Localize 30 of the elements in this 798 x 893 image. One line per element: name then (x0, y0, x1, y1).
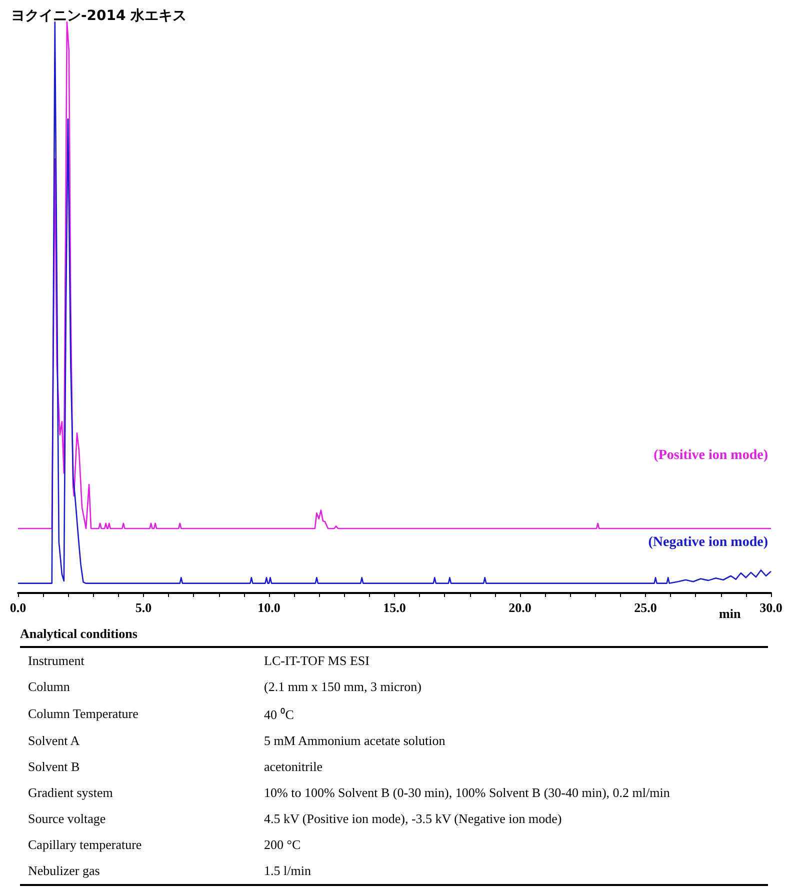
text: (Positive ion mode) (654, 448, 768, 463)
text: 4.5 kV (Positive ion mode), -3.5 kV (Negative ion mode) (264, 810, 563, 828)
text: 1.5 l/min (264, 862, 312, 880)
text: 5 mM Ammonium acetate solution (264, 732, 446, 750)
text: Analytical conditions (20, 626, 138, 642)
text: LC-IT-TOF MS ESI (264, 652, 370, 670)
x-tick-label: 20.0 (508, 600, 532, 615)
text: 40 ⁰C (264, 706, 295, 724)
x-tick-label: 5.0 (135, 600, 152, 615)
text: Solvent A (27, 732, 81, 750)
text: acetonitrile (264, 758, 324, 776)
chart-title: ヨクイニン-2014 水エキス (11, 8, 187, 24)
text: 200 °C (264, 836, 302, 854)
text: Capillary temperature (27, 836, 143, 854)
text: (2.1 mm x 150 mm, 3 micron) (264, 678, 422, 696)
text: Column Temperature (27, 705, 140, 723)
x-tick-label: 10.0 (258, 600, 280, 615)
series-label: (Negative ion mode) (648, 534, 768, 550)
x-axis-title: min (719, 606, 742, 621)
x-tick-label: 0.0 (10, 600, 26, 615)
x-tick-label: 25.0 (634, 600, 657, 615)
text: Solvent B (27, 758, 81, 776)
source-note: Source voltage (27, 810, 107, 828)
text: 10% to 100% Solvent B (0-30 min), 100% Solvent B (30-40 min), 0.2 ml/min (264, 784, 671, 802)
text: Gradient system (27, 784, 114, 802)
text: Instrument (27, 652, 86, 670)
x-tick-label: 30.0 (760, 600, 782, 615)
text: Column (27, 678, 71, 696)
text: Nebulizer gas (27, 862, 101, 880)
x-tick-label: 15.0 (383, 600, 406, 615)
